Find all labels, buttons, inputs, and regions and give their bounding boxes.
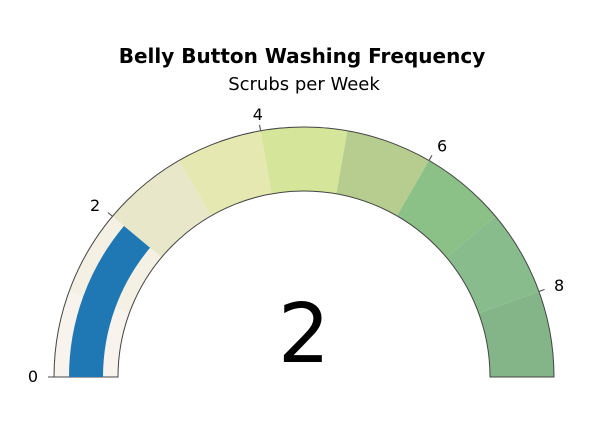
chart-subtitle: Scrubs per Week xyxy=(228,74,380,95)
gauge-step-4 xyxy=(260,127,348,194)
gauge-tick-4 xyxy=(259,124,262,131)
gauge-step-7 xyxy=(446,216,539,314)
gauge-tick-8 xyxy=(538,288,545,292)
gauge-ticks: 0 2 4 6 8 xyxy=(28,105,564,386)
gauge-value-bar xyxy=(69,225,151,377)
gauge-step-5 xyxy=(336,130,429,216)
gauge-tick-label-8: 8 xyxy=(554,276,564,295)
gauge-tick-2 xyxy=(107,212,113,217)
gauge-tick-label-4: 4 xyxy=(253,105,263,124)
gauge-bar-group xyxy=(69,225,151,377)
gauge-value: 2 xyxy=(278,287,330,382)
chart-title: Belly Button Washing Frequency xyxy=(119,44,485,68)
gauge-step-6 xyxy=(397,160,496,258)
gauge-step-2 xyxy=(112,160,211,258)
gauge-tick-6 xyxy=(428,155,433,161)
gauge-tick-label-2: 2 xyxy=(90,196,100,215)
gauge-outline xyxy=(53,126,555,378)
gauge-tick-label-0: 0 xyxy=(28,367,38,386)
gauge-tick-label-6: 6 xyxy=(437,137,447,156)
gauge-step-3 xyxy=(179,130,272,216)
gauge-step-8 xyxy=(478,291,554,377)
